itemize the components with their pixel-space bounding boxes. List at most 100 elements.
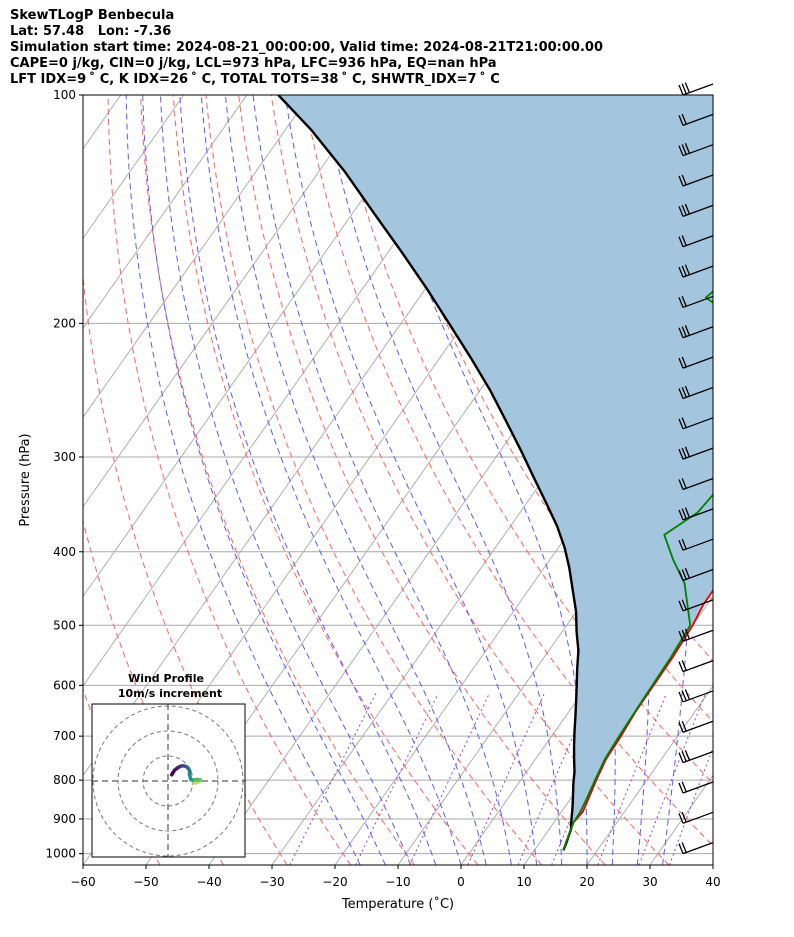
barb-flag (678, 843, 684, 854)
barb-flag (678, 813, 684, 824)
barb-flag (681, 811, 687, 823)
wind-barb (678, 264, 714, 278)
barb-flag (681, 265, 687, 277)
cape-shading (278, 95, 713, 851)
temperature-line (562, 588, 713, 851)
wind-barb (678, 689, 714, 703)
wind-barb (678, 599, 714, 612)
parcel-profile-line (277, 95, 580, 851)
wind-barb (678, 82, 714, 96)
barb-flag (684, 203, 691, 215)
barb-flag (678, 297, 684, 308)
y-tick-label: 800 (53, 773, 76, 787)
barb-flag (681, 235, 687, 246)
moist-adiabat-line (252, 95, 512, 865)
barb-flag (678, 418, 684, 430)
y-tick-label: 700 (53, 729, 76, 743)
barb-flag (681, 569, 687, 580)
barb-flag (684, 689, 691, 700)
wind-barb (678, 295, 714, 309)
barb-staff (682, 174, 714, 187)
time-line: Simulation start time: 2024-08-21_00:00:… (10, 40, 603, 55)
barb-staff (682, 295, 714, 309)
barb-flag (684, 82, 691, 93)
wind-barb (678, 811, 714, 824)
dry-adiabat-line (172, 95, 479, 865)
moist-adiabat-line (200, 95, 462, 865)
wind-barb (678, 507, 714, 521)
barb-flag (681, 204, 687, 216)
isotherm-line (83, 95, 437, 598)
barb-staff (682, 629, 714, 642)
hodograph-frame (91, 703, 246, 858)
barb-flag (681, 387, 687, 398)
isotherm-line (83, 95, 311, 419)
isotherm-line (460, 506, 713, 865)
barb-staff (682, 386, 714, 400)
barb-flag (684, 567, 691, 579)
dewpoint-line (562, 290, 713, 851)
dry-adiabat-line (107, 95, 352, 865)
wind-barb (678, 567, 714, 582)
barb-staff (682, 599, 714, 612)
barb-staff (682, 659, 714, 673)
mixing-ratio-line (289, 693, 377, 865)
moist-adiabat-line (284, 95, 538, 865)
barb-staff (682, 113, 714, 126)
isotherm-line (83, 95, 248, 329)
barb-flag (684, 143, 691, 154)
barb-staff (682, 751, 714, 764)
y-tick-label: 500 (53, 618, 76, 632)
barb-staff (682, 690, 714, 703)
barb-flag (681, 174, 687, 186)
barb-flag (681, 144, 687, 155)
dry-adiabat-line (270, 95, 670, 865)
isotherm-line (83, 95, 185, 240)
x-tick-label: −40 (196, 875, 221, 889)
barb-staff (682, 781, 714, 794)
barb-flag (678, 570, 684, 581)
barb-staff (682, 265, 714, 278)
barb-flag (681, 447, 687, 459)
barb-staff (682, 356, 714, 369)
wind-barb (678, 143, 714, 157)
barb-flag (678, 175, 684, 187)
barb-flag (684, 628, 691, 640)
x-tick-label: 20 (579, 875, 594, 889)
barb-staff (682, 204, 714, 217)
barb-flag (681, 842, 687, 853)
y-tick-label: 400 (53, 545, 76, 559)
barb-staff (682, 568, 714, 582)
mixing-ratio-line (355, 693, 439, 865)
x-axis-label: Temperature (˚C) (341, 896, 454, 912)
barb-flag (678, 752, 684, 763)
y-tick-label: 200 (53, 316, 76, 330)
wind-barb (678, 842, 714, 855)
stability-line: CAPE=0 j/kg, CIN=0 j/kg, LCL=973 hPa, LF… (10, 56, 497, 71)
moist-adiabat-line (160, 95, 412, 865)
wind-barb (678, 628, 714, 642)
barb-flag (684, 264, 691, 275)
moist-adiabat-line (322, 95, 563, 865)
barb-flag (678, 145, 684, 156)
wind-barb (678, 174, 714, 187)
barb-flag (678, 357, 684, 369)
barb-flag (681, 660, 687, 671)
wind-barb (678, 538, 714, 551)
barb-staff (682, 811, 714, 824)
mixing-ratio-line (517, 693, 593, 865)
dry-adiabat-line (83, 272, 288, 865)
barb-flag (681, 83, 687, 95)
barb-flag (681, 326, 687, 337)
barb-flag (678, 509, 684, 521)
hodograph-segment (170, 771, 175, 777)
barb-staff (682, 83, 714, 96)
barb-staff (682, 538, 714, 551)
barb-flag (681, 538, 687, 550)
barb-flag (681, 690, 687, 701)
moist-adiabat-line (224, 95, 487, 865)
barb-staff (682, 417, 714, 430)
x-tick-label: −30 (259, 875, 284, 889)
barb-flag (678, 388, 684, 399)
mixing-ratio-line (467, 693, 545, 865)
